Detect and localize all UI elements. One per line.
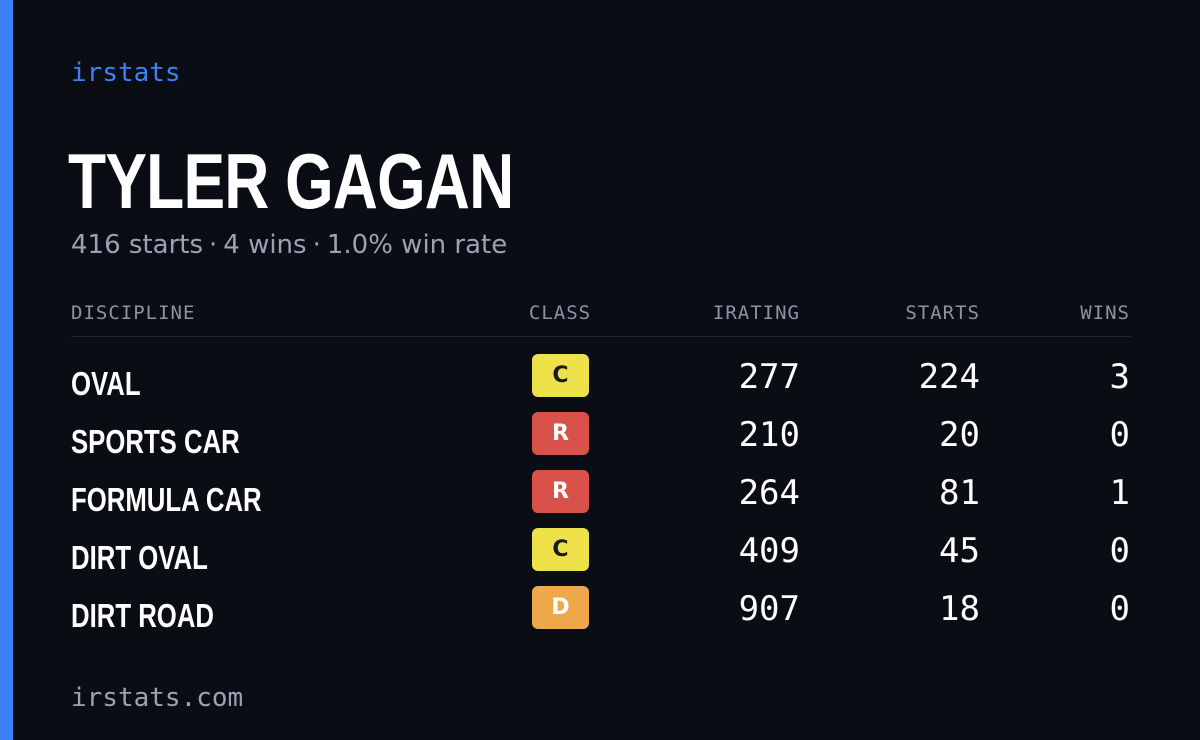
irating-value: 409 — [738, 531, 800, 571]
table-row: OVAL C 277 224 3 — [71, 354, 1131, 412]
starts-value: 20 — [939, 415, 980, 455]
irating-value: 264 — [738, 473, 800, 513]
table-row: DIRT ROAD D 907 18 0 — [71, 586, 1131, 644]
license-class-badge: C — [532, 528, 589, 571]
brand-logo-text: irstats — [71, 58, 181, 88]
wins-value: 1 — [1109, 473, 1130, 513]
summary-win-rate: 1.0% win rate — [326, 230, 508, 260]
irating-value: 277 — [738, 357, 800, 397]
accent-bar — [0, 0, 13, 740]
wins-value: 3 — [1109, 357, 1130, 397]
discipline-name: DIRT OVAL — [71, 539, 208, 576]
header-irating: IRATING — [712, 302, 800, 324]
table-row: SPORTS CAR R 210 20 0 — [71, 412, 1131, 470]
license-class-badge: C — [532, 354, 589, 397]
summary-starts: 416 starts — [71, 230, 203, 260]
driver-summary: 416 starts · 4 wins · 1.0% win rate — [71, 228, 507, 262]
driver-name: TYLER GAGAN — [68, 137, 514, 225]
wins-value: 0 — [1109, 415, 1130, 455]
license-class-badge: R — [532, 470, 589, 513]
discipline-name: FORMULA CAR — [71, 481, 262, 518]
starts-value: 18 — [939, 589, 980, 629]
starts-value: 224 — [918, 357, 980, 397]
table-body: OVAL C 277 224 3 SPORTS CAR R 210 20 0 FORMULA CAR… — [71, 354, 1131, 644]
discipline-name: SPORTS CAR — [71, 423, 240, 460]
table-row: FORMULA CAR R 264 81 1 — [71, 470, 1131, 528]
discipline-name: OVAL — [71, 365, 141, 402]
summary-separator: · — [312, 230, 321, 260]
summary-wins: 4 wins — [223, 230, 307, 260]
stats-table: DISCIPLINE CLASS IRATING STARTS WINS OVA… — [71, 296, 1131, 644]
irating-value: 907 — [738, 589, 800, 629]
starts-value: 81 — [939, 473, 980, 513]
summary-separator: · — [209, 230, 218, 260]
license-class-badge: R — [532, 412, 589, 455]
discipline-name: DIRT ROAD — [71, 597, 214, 634]
footer-url: irstats.com — [71, 683, 244, 713]
wins-value: 0 — [1109, 531, 1130, 571]
table-header: DISCIPLINE CLASS IRATING STARTS WINS — [71, 296, 1131, 337]
header-wins: WINS — [1080, 302, 1130, 324]
starts-value: 45 — [939, 531, 980, 571]
license-class-badge: D — [532, 586, 589, 629]
wins-value: 0 — [1109, 589, 1130, 629]
header-class: CLASS — [528, 302, 592, 324]
irating-value: 210 — [738, 415, 800, 455]
header-discipline: DISCIPLINE — [71, 302, 196, 324]
table-row: DIRT OVAL C 409 45 0 — [71, 528, 1131, 586]
header-starts: STARTS — [905, 302, 980, 324]
